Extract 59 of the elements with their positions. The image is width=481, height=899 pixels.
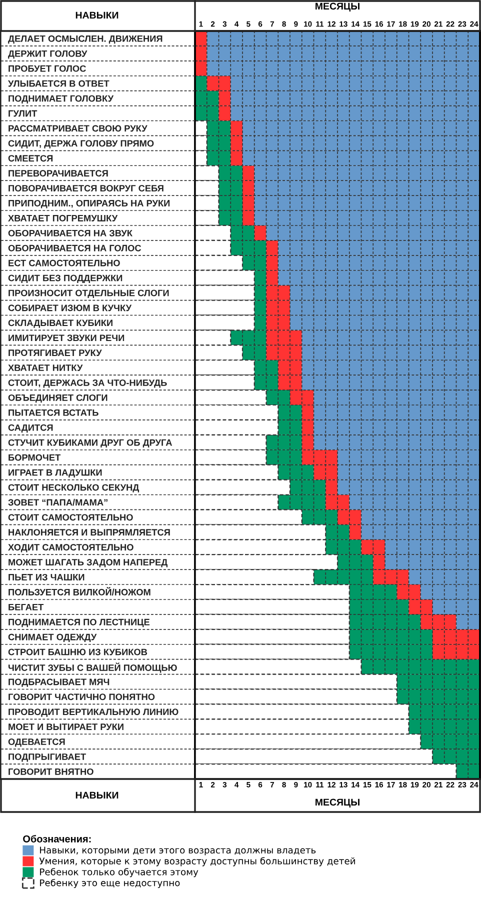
y-tick-label: БЕГАЕТ	[8, 604, 44, 610]
y-tick-label: УЛЫБАЕТСЯ В ОТВЕТ	[8, 80, 110, 87]
y-tick-label: ГОВОРИТ ЧАСТИЧНО ПОНЯТНО	[8, 694, 155, 700]
y-tick-label: СИДИТ БЕЗ ПОДДЕРЖКИ	[8, 274, 122, 283]
legend-label: Умения, которые к этому возрасту доступны большинству детей	[39, 857, 355, 866]
y-tick-label: НАКЛОНЯЕТСЯ И ВЫПРЯМЛЯЕТСЯ	[8, 529, 170, 536]
text: НАВЫКИ	[76, 792, 118, 799]
y-tick-label: ПОДНИМАЕТ ГОЛОВКУ	[8, 95, 114, 104]
y-tick-label: СТУЧИТ КУБИКАМИ ДРУГ ОБ ДРУГА	[8, 439, 172, 448]
y-tick-label: ХВАТАЕТ НИТКУ	[8, 364, 83, 372]
y-tick-label: ПЬЕТ ИЗ ЧАШКИ	[8, 574, 84, 580]
y-tick-label: СОБИРАЕТ ИЗЮМ В КУЧКУ	[8, 304, 132, 312]
y-tick-label: ЗОВЕТ “ПАПА/МАМА”	[8, 498, 108, 506]
legend-label: Навыки, которыми дети этого возраста должны владеть	[40, 846, 316, 856]
y-tick-label: РАССМАТРИВАЕТ СВОЮ РУКУ	[8, 125, 148, 132]
y-tick-label: СМЕЕТСЯ	[8, 155, 53, 162]
y-tick-label: ПРИПОДНИМ., ОПИРАЯСЬ НА РУКИ	[8, 200, 170, 208]
y-tick-label: ОБОРАЧИВАЕТСЯ НА ЗВУК	[8, 230, 132, 236]
y-tick-label: ПОДНИМАЕТСЯ ПО ЛЕСТНИЦЕ	[8, 618, 150, 628]
y-tick-label: ОБЪЕДИНЯЕТ СЛОГИ	[8, 394, 108, 403]
y-tick-label: ПРОБУЕТ ГОЛОС	[8, 65, 86, 72]
y-tick-label: ЧИСТИТ ЗУБЫ С ВАШЕЙ ПОМОЩЬЮ	[8, 662, 177, 673]
y-axis-title: НАВЫКИ	[76, 12, 118, 19]
y-tick-label: СНИМАЕТ ОДЕЖДУ	[8, 634, 97, 642]
y-tick-label: ПРОВОДИТ ВЕРТИКАЛЬНУЮ ЛИНИЮ	[8, 708, 178, 717]
y-tick-label: СТОИТ, ДЕРЖАСЬ ЗА ЧТО-НИБУДЬ	[8, 379, 167, 388]
y-tick-label: ПРОТЯГИВАЕТ РУКУ	[8, 350, 102, 356]
x2-axis-title: МЕСЯЦЫ	[316, 2, 360, 12]
y-tick-label: САДИТСЯ	[8, 424, 53, 433]
y-tick-label: СТРОИТ БАШНЮ ИЗ КУБИКОВ	[8, 648, 148, 656]
y-tick-label: СКЛАДЫВАЕТ КУБИКИ	[8, 320, 112, 328]
y-tick-label: ГУЛИТ	[8, 110, 38, 117]
y-tick-label: ИГРАЕТ В ЛАДУШКИ	[8, 469, 102, 478]
y-tick-label: МОЖЕТ ШАГАТЬ ЗАДОМ НАПЕРЕД	[8, 559, 168, 568]
y-tick-label: ПОДБРАСЫВАЕТ МЯЧ	[8, 678, 110, 687]
y-tick-label: ПОВОРАЧИВАЕТСЯ ВОКРУГ СЕБЯ	[8, 185, 164, 192]
y-tick-label: СТОИТ САМОСТОЯТЕЛЬНО	[8, 514, 133, 521]
y-tick-label: ПЫТАЕТСЯ ВСТАТЬ	[8, 409, 98, 416]
y-tick-label: ХВАТАЕТ ПОГРЕМУШКУ	[8, 214, 118, 222]
y-tick-label: ПРОИЗНОСИТ ОТДЕЛЬНЫЕ СЛОГИ	[8, 290, 169, 298]
y-tick-label: ИМИТИРУЕТ ЗВУКИ РЕЧИ	[8, 334, 124, 342]
legend-title: Обозначения:	[23, 835, 91, 842]
legend-label: Ребенку это еще недоступно	[40, 879, 180, 888]
y-tick-label: ОБОРАЧИВАЕТСЯ НА ГОЛОС	[8, 244, 142, 252]
y-tick-label: МОЕТ И ВЫТИРАЕТ РУКИ	[8, 724, 124, 730]
y-tick-label: ДЕРЖИТ ГОЛОВУ	[8, 50, 88, 59]
y-tick-label: СТОИТ НЕСКОЛЬКО СЕКУНД	[8, 484, 140, 492]
y-tick-label: ХОДИТ САМОСТОЯТЕЛЬНО	[8, 544, 134, 552]
y-tick-label: ЕСТ САМОСТОЯТЕЛЬНО	[8, 260, 120, 266]
y-tick-label: ПОДПРЫГИВАЕТ	[8, 753, 86, 762]
legend-label: Ребенок только обучается этому	[40, 868, 198, 878]
y-tick-label: ОДЕВАЕТСЯ	[8, 738, 65, 747]
y-tick-label: ПОЛЬЗУЕТСЯ ВИЛКОЙ/НОЖОМ	[8, 587, 150, 596]
y-tick-label: ГОВОРИТ ВНЯТНО	[8, 768, 94, 775]
y-tick-label: СИДИТ, ДЕРЖА ГОЛОВУ ПРЯМО	[8, 140, 154, 148]
y-tick-label: БОРМОЧЕТ	[8, 454, 61, 461]
y-tick-label: ДЕЛАЕТ ОСМЫСЛЕН. ДВИЖЕНИЯ	[8, 35, 162, 44]
x-axis-title: МЕСЯЦЫ	[316, 798, 360, 808]
y-tick-label: ПЕРЕВОРАЧИВАЕТСЯ	[8, 170, 108, 177]
